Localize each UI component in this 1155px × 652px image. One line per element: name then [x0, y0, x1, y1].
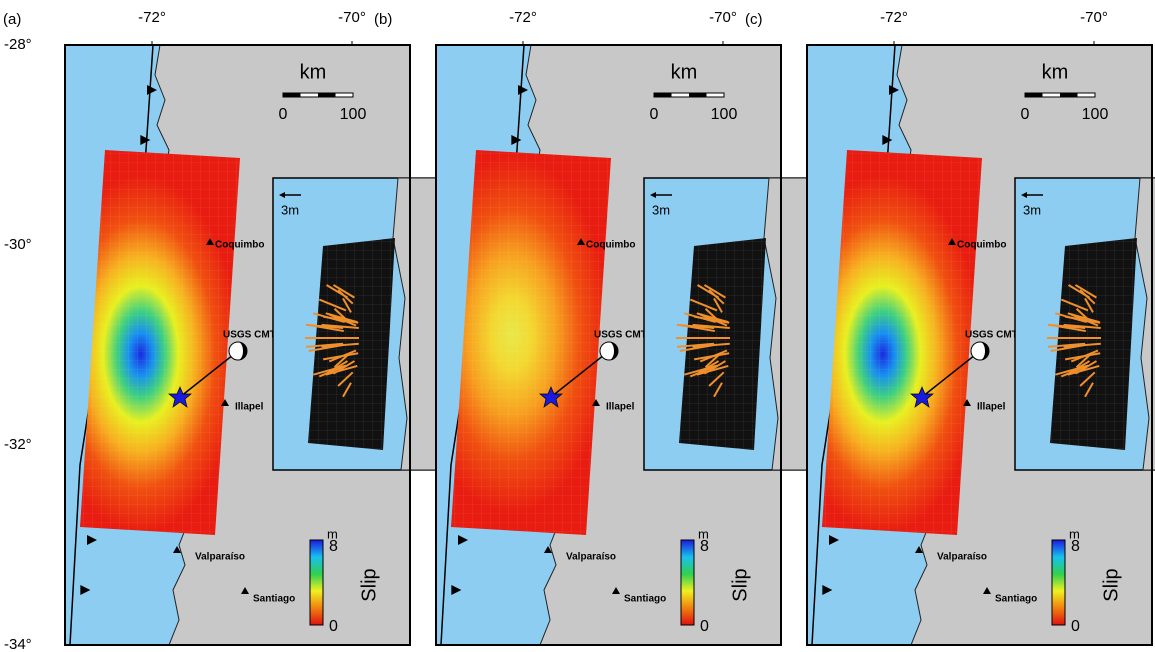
x-tick-label: -70° [338, 9, 366, 26]
panel-label: (b) [374, 11, 392, 28]
scale-tick: 0 [279, 106, 288, 123]
scale-tick: 100 [340, 106, 367, 123]
scale-seg [1025, 93, 1043, 97]
scale-seg [283, 93, 301, 97]
colorbar-title: Slip [1100, 568, 1122, 601]
place-label: Santiago [995, 594, 1037, 605]
colorbar [681, 540, 694, 625]
place-label: Santiago [253, 594, 295, 605]
place-label: Coquimbo [215, 240, 264, 251]
colorbar-title: Slip [729, 568, 751, 601]
inset-scale: 3m [281, 202, 299, 217]
colorbar-min: 0 [700, 618, 709, 635]
scale-seg [689, 93, 707, 97]
slip-grid [451, 150, 611, 535]
place-label: USGS CMT [223, 330, 276, 341]
y-tick-label: -34° [4, 636, 32, 652]
scale-unit: km [300, 61, 327, 83]
slip-grid [822, 150, 982, 535]
colorbar-max: 8 [329, 538, 338, 555]
place-label: Valparaíso [937, 552, 987, 563]
x-tick-label: -70° [709, 9, 737, 26]
place-label: USGS CMT [965, 330, 1018, 341]
place-label: Illapel [235, 402, 264, 413]
x-tick-label: -72° [509, 9, 537, 26]
place-label: Valparaíso [195, 552, 245, 563]
colorbar-max: 8 [1071, 538, 1080, 555]
scale-unit: km [1042, 61, 1069, 83]
x-tick-label: -72° [880, 9, 908, 26]
y-tick-label: -28° [4, 36, 32, 53]
colorbar [310, 540, 323, 625]
colorbar-min: 0 [329, 618, 338, 635]
place-label: USGS CMT [594, 330, 647, 341]
place-label: Coquimbo [957, 240, 1006, 251]
y-tick-label: -30° [4, 236, 32, 253]
place-label: Valparaíso [566, 552, 616, 563]
place-label: Santiago [624, 594, 666, 605]
scale-seg [318, 93, 336, 97]
colorbar-min: 0 [1071, 618, 1080, 635]
panel-label: (a) [3, 11, 21, 28]
x-tick-label: -72° [138, 9, 166, 26]
scale-tick: 0 [1021, 106, 1030, 123]
y-tick-label: -32° [4, 436, 32, 453]
figure: -28° -30° -32° -34° Coquimbo USGS CMT Illapel V… [0, 0, 1155, 652]
colorbar-title: Slip [358, 568, 380, 601]
inset: 3m [644, 178, 809, 470]
scale-unit: km [671, 61, 698, 83]
scale-tick: 100 [711, 106, 738, 123]
colorbar-max: 8 [700, 538, 709, 555]
panel-label: (c) [745, 11, 763, 28]
page: {"panels": [{"label": "(a)", "peak": "st… [0, 0, 1155, 652]
inset-scale: 3m [652, 202, 670, 217]
place-label: Illapel [977, 402, 1006, 413]
scale-tick: 0 [650, 106, 659, 123]
place-label: Illapel [606, 402, 635, 413]
map-panel: Coquimbo USGS CMT Illapel Valparaíso Santiag… [436, 41, 809, 645]
scale-tick: 100 [1082, 106, 1109, 123]
x-tick-label: -70° [1080, 9, 1108, 26]
colorbar [1052, 540, 1065, 625]
inset: 3m [273, 178, 438, 470]
map-panel: Coquimbo USGS CMT Illapel Valparaíso Santiag… [65, 41, 438, 645]
inset: 3m [1015, 178, 1155, 470]
inset-scale: 3m [1023, 202, 1041, 217]
scale-seg [1060, 93, 1078, 97]
place-label: Coquimbo [586, 240, 635, 251]
scale-seg [654, 93, 672, 97]
slip-grid [80, 150, 240, 535]
map-panel: Coquimbo USGS CMT Illapel Valparaíso Santiag… [807, 41, 1155, 645]
